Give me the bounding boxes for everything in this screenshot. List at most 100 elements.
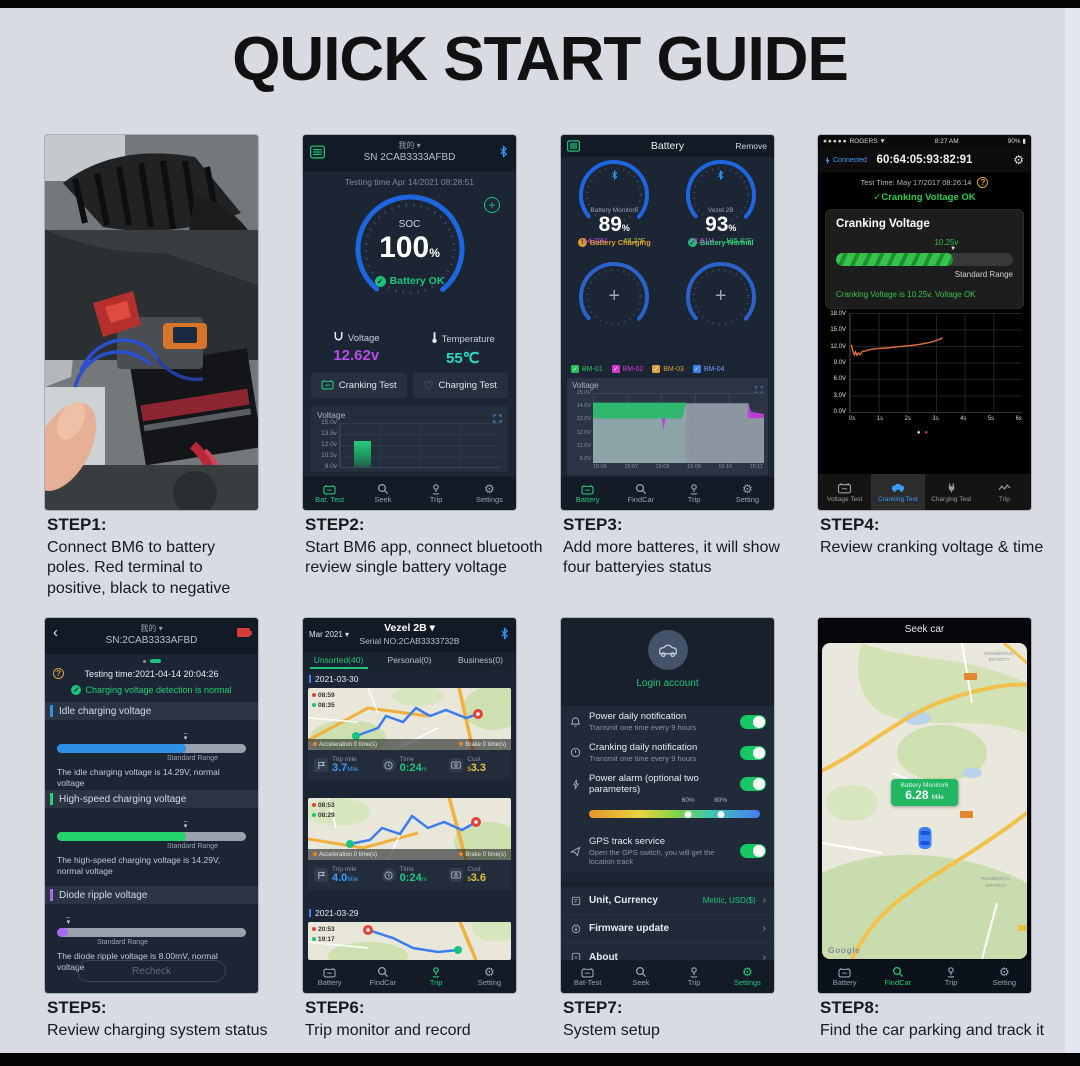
page-title: QUICK START GUIDE	[232, 25, 849, 94]
question-icon[interactable]: ?	[53, 668, 64, 679]
page-dots[interactable]: ●●	[916, 430, 933, 436]
add-battery-gauge[interactable]: +	[668, 259, 775, 355]
legend-bm04[interactable]: ✓ BM-04	[692, 365, 725, 373]
question-icon[interactable]: ?	[977, 177, 989, 188]
gear-icon[interactable]: ⚙	[1013, 153, 1024, 167]
recheck-button[interactable]: Recheck	[77, 960, 226, 982]
trip-card[interactable]: 08:53 08:29 Acceleration 0 time(s) Brake…	[308, 798, 511, 890]
menu-unit-currency[interactable]: Unit, Currency Metric, USD($) ›	[561, 887, 774, 915]
page-dots[interactable]	[45, 659, 258, 663]
nav-trip[interactable]: Trip	[925, 960, 978, 993]
gauge-status: ! Battery Charging	[577, 238, 651, 247]
nav-findcar[interactable]: FindCar	[356, 960, 409, 993]
app-header: 我的 ▾ SN 2CAB3333AFBD	[303, 135, 516, 171]
nav-seek[interactable]: Seek	[614, 960, 667, 993]
engine-bay-photo	[45, 135, 258, 510]
toggle-on[interactable]	[740, 844, 766, 859]
nav-battery[interactable]: Battery	[818, 960, 871, 993]
expand-icon[interactable]	[493, 410, 502, 428]
remove-button[interactable]: Remove	[735, 141, 767, 151]
tab-business[interactable]: Business(0)	[458, 655, 503, 665]
search-icon	[892, 966, 904, 978]
slider-handle-high[interactable]	[717, 810, 725, 818]
nav-bat-test[interactable]: Bat. Test	[303, 477, 356, 510]
power-alarm-slider[interactable]: 60% 80%	[589, 797, 760, 823]
bluetooth-icon[interactable]	[499, 145, 508, 163]
gauge-name: Vezel 2B	[707, 207, 734, 214]
nav-trip[interactable]: Trip	[978, 474, 1031, 510]
charging-test-button[interactable]: ♡ Charging Test	[412, 373, 508, 398]
book-icon	[569, 896, 582, 906]
tab-personal[interactable]: Personal(0)	[387, 655, 432, 665]
device-title[interactable]: 我的 ▾	[398, 141, 421, 150]
nav-cranking-test[interactable]: Cranking Test	[871, 474, 925, 510]
nav-trip[interactable]: Trip	[410, 960, 463, 993]
nav-voltage-test[interactable]: Voltage Test	[818, 474, 871, 510]
login-account-link[interactable]: Login account	[636, 678, 699, 689]
settings-menu: Unit, Currency Metric, USD($) › Firmware…	[561, 887, 774, 971]
link-icon	[825, 156, 830, 165]
nav-battery[interactable]: Battery	[561, 477, 614, 510]
check-icon: ✓	[687, 238, 697, 247]
gauge-temp: 48.2°F	[623, 236, 646, 245]
trip-events: Acceleration 0 time(s) Brake 0 time(s)	[308, 739, 511, 750]
page-heading: Seek car	[818, 618, 1031, 642]
nav-findcar[interactable]: FindCar	[871, 960, 924, 993]
legend-bm03[interactable]: ✓ BM-03	[652, 365, 684, 373]
nav-bat-test[interactable]: Bat-Test	[561, 960, 614, 993]
nav-trip[interactable]: Trip	[410, 477, 463, 510]
step4-desc: Review cranking voltage & time	[820, 539, 1044, 556]
trip-card[interactable]: 08:59 08:35 Acceleration 0 time(s) Brake…	[308, 688, 511, 780]
car-avatar-icon[interactable]	[647, 630, 688, 670]
range-marker: – ▾	[183, 818, 188, 830]
menu-firmware-update[interactable]: Firmware update ›	[561, 915, 774, 943]
nav-charging-test[interactable]: Charging Test	[925, 474, 978, 510]
month-filter[interactable]: Mar 2021 ▾	[309, 630, 350, 639]
cranking-test-button[interactable]: Cranking Test	[311, 373, 407, 398]
tab-unsorted[interactable]: Unsorted(40)	[303, 652, 374, 670]
nav-setting[interactable]: ⚙ Setting	[735, 482, 760, 505]
engine-photo-illustration	[45, 135, 258, 510]
nav-trip[interactable]: Trip	[668, 960, 721, 993]
battery-gauge-2[interactable]: Vezel 2B 93% 12.61V 105.8°F ✓ Battery Norm…	[668, 157, 775, 259]
hamburger-menu-icon[interactable]	[566, 139, 581, 157]
bottom-nav: Bat. Test Seek Trip ⚙ Settings	[303, 477, 516, 510]
hamburger-menu-icon[interactable]	[309, 145, 326, 164]
nav-setting[interactable]: ⚙ Setting	[992, 965, 1017, 988]
device-title[interactable]: 我的 ▾	[140, 624, 163, 633]
expand-icon[interactable]	[755, 381, 763, 399]
trip-cost-stat: Cost $3.6	[443, 866, 511, 884]
gauge-voltage: 12.61V	[689, 236, 714, 245]
nav-setting[interactable]: ⚙ Setting	[477, 965, 502, 988]
legend-bm01[interactable]: ✓ BM-01	[571, 365, 603, 373]
nav-settings[interactable]: ⚙ Settings	[733, 965, 761, 988]
trip-card-partial[interactable]: 20:53 19:17	[308, 922, 511, 960]
nav-findcar[interactable]: FindCar	[614, 477, 667, 510]
vehicle-title[interactable]: Vezel 2B ▾	[384, 622, 435, 634]
seek-map[interactable]: RESIDENTIAL DISTRICT RESIDENTIAL DISTRIC…	[822, 643, 1027, 959]
nav-seek[interactable]: Seek	[356, 477, 409, 510]
cranking-status: ✓Cranking Voltage OK	[873, 192, 976, 203]
add-battery-button[interactable]: +	[484, 197, 500, 213]
nav-trip[interactable]: Trip	[668, 477, 721, 510]
step1-label: STEP1:	[47, 515, 107, 534]
toggle-on[interactable]	[740, 777, 766, 791]
car-marker[interactable]	[916, 826, 933, 855]
nav-settings[interactable]: ⚙ Settings	[475, 482, 503, 505]
add-battery-gauge[interactable]: +	[561, 259, 668, 355]
back-icon[interactable]: ‹	[53, 624, 58, 641]
serial-number: Serial NO:2CAB3333732B	[359, 636, 460, 646]
battery-gauge-1[interactable]: Battery Monitor6 89% 14.20V 48.2°F ! Batte…	[561, 157, 668, 259]
serial-number: SN:2CAB3333AFBD	[105, 635, 198, 646]
slider-handle-low[interactable]	[684, 810, 692, 818]
standard-range-label: Standard Range	[167, 755, 218, 762]
bluetooth-icon[interactable]	[500, 627, 509, 645]
battery-callout[interactable]: Battery Monitor6 6.28 Mile	[890, 778, 959, 807]
toggle-on[interactable]	[740, 714, 766, 729]
cranking-voltage-chart	[849, 313, 1022, 413]
legend-bm02[interactable]: ✓ BM-02	[611, 365, 644, 373]
nav-battery[interactable]: Battery	[303, 960, 356, 993]
toggle-on[interactable]	[740, 745, 766, 760]
trip-map: 20:53 19:17	[308, 922, 511, 960]
